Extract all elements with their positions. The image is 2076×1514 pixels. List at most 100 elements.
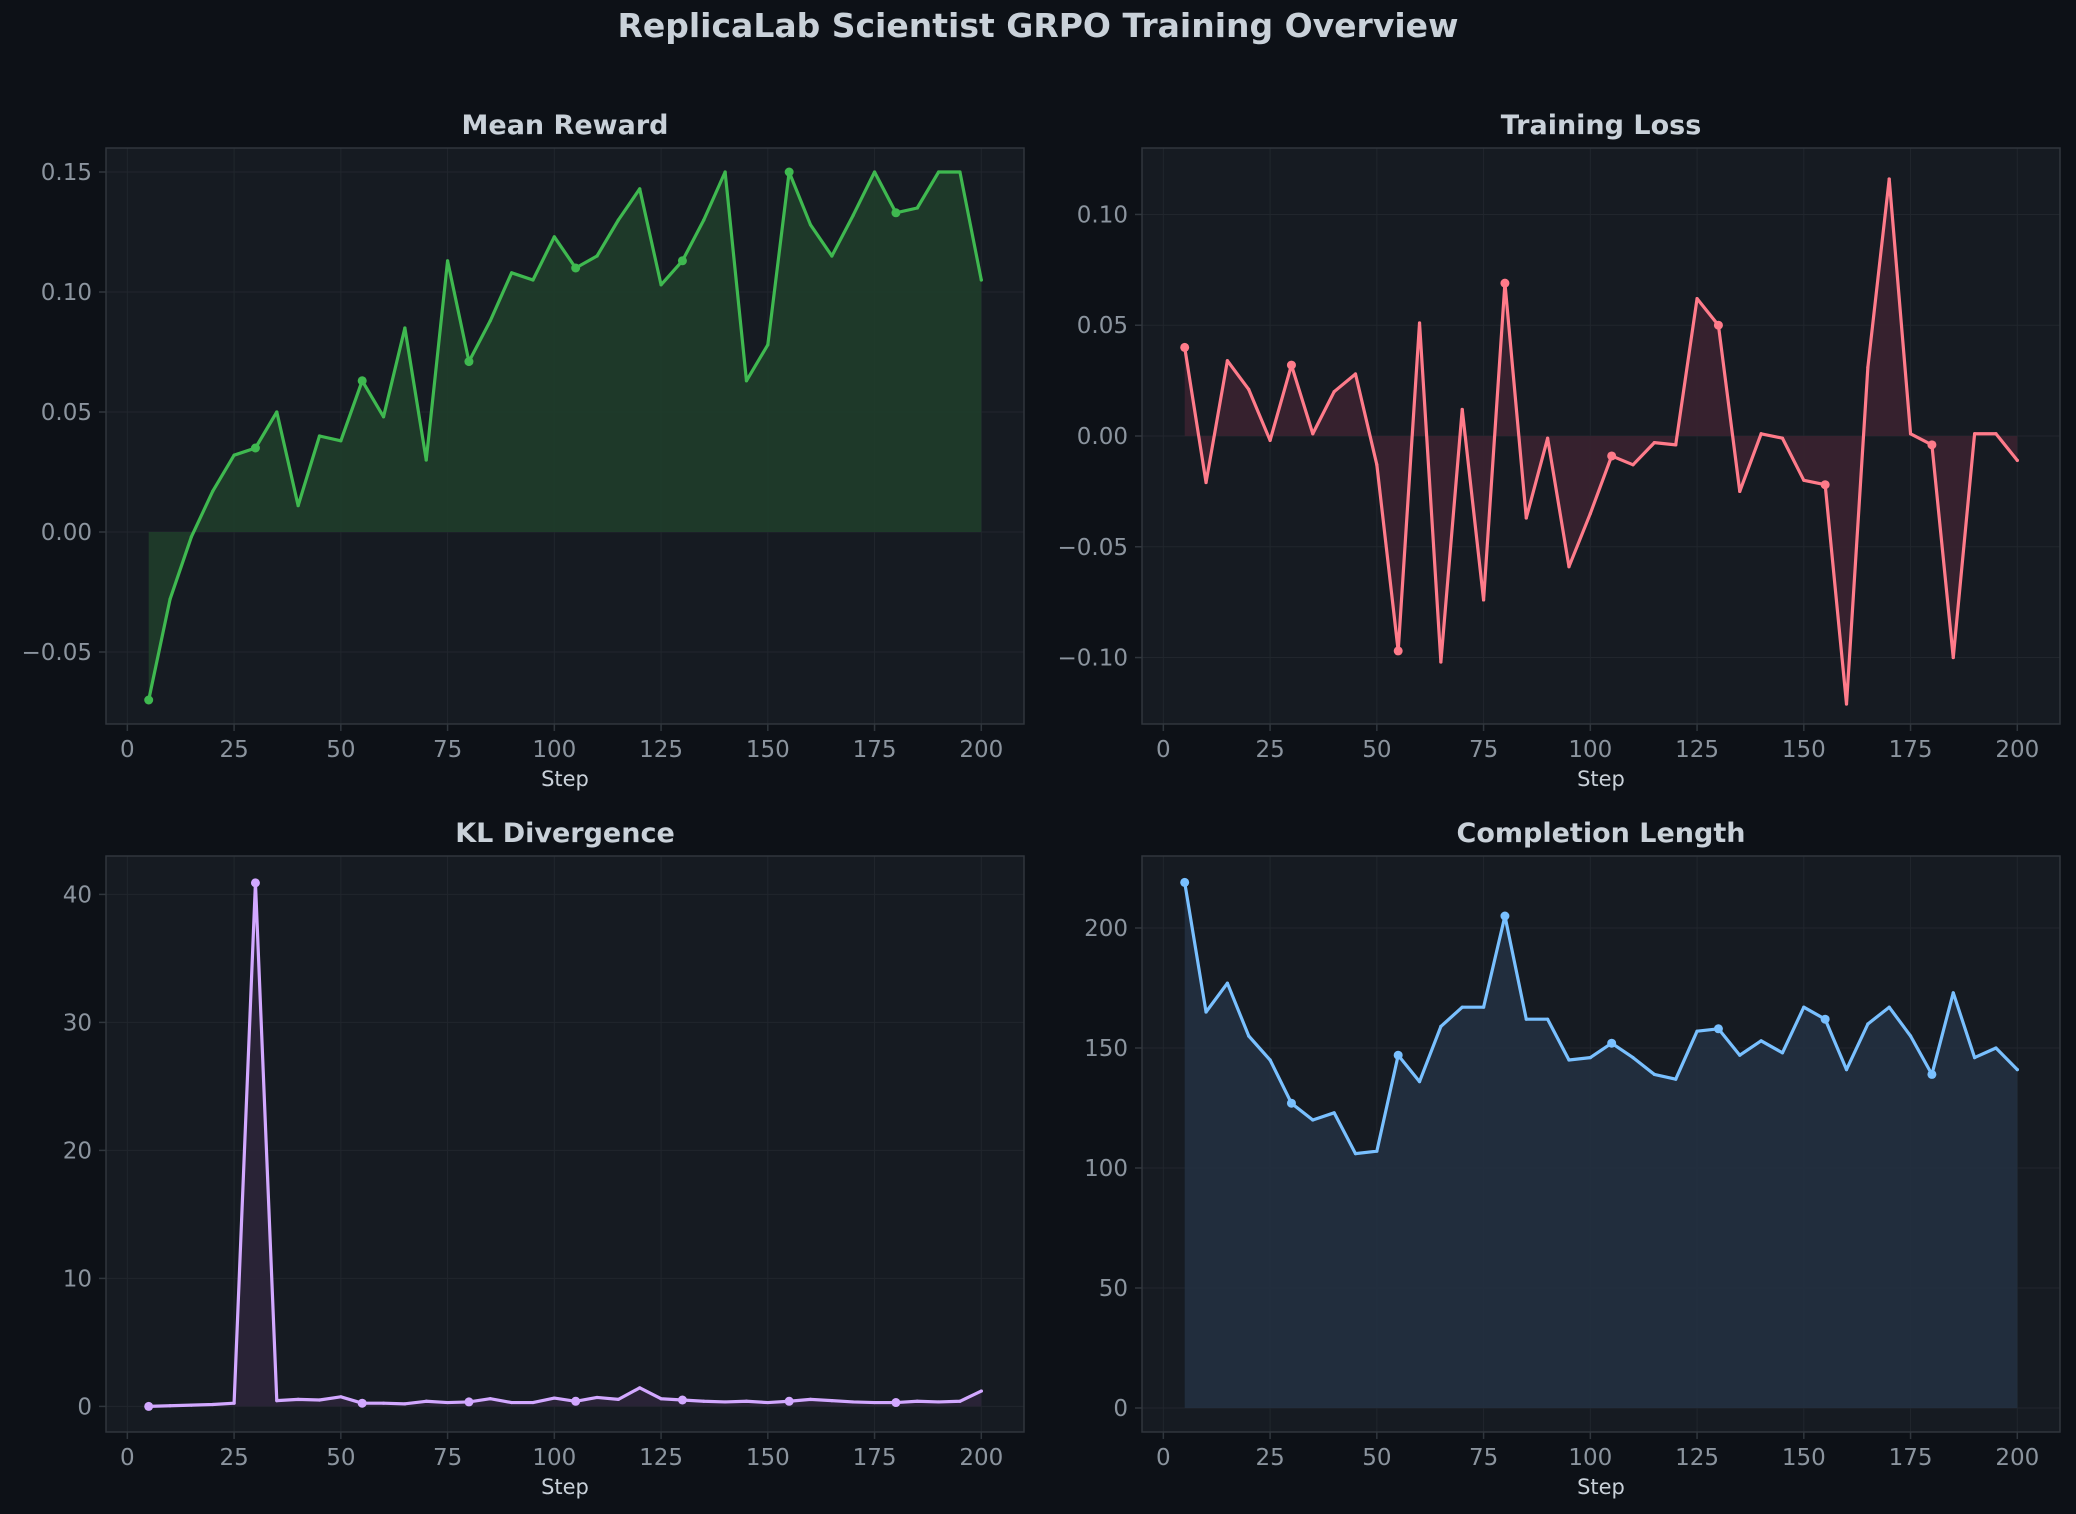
x-tick-label: 50 xyxy=(326,1445,355,1471)
y-tick-label: −0.05 xyxy=(1058,535,1128,561)
data-marker xyxy=(784,167,794,177)
data-point xyxy=(872,170,877,174)
data-point xyxy=(296,504,300,508)
data-point xyxy=(1204,480,1208,485)
data-marker xyxy=(1286,360,1296,370)
data-point xyxy=(552,1396,556,1400)
data-point xyxy=(766,1400,770,1405)
data-point xyxy=(1802,478,1806,482)
series-line xyxy=(147,881,983,1409)
data-point xyxy=(317,1398,322,1402)
data-marker xyxy=(250,443,260,453)
y-ticks: 0 10 20 30 40 xyxy=(63,882,106,1420)
data-point xyxy=(1588,1056,1592,1060)
x-tick-label: 75 xyxy=(433,737,462,763)
data-point xyxy=(296,1397,300,1401)
y-tick-label: 0.00 xyxy=(41,520,92,546)
data-point xyxy=(531,1400,535,1405)
data-point xyxy=(1332,1111,1336,1115)
data-point xyxy=(915,206,919,210)
data-point xyxy=(1332,390,1336,394)
data-point xyxy=(702,1399,706,1403)
y-tick-label: −0.10 xyxy=(1058,646,1128,672)
data-point xyxy=(1695,1029,1699,1033)
data-point xyxy=(445,259,450,263)
data-point xyxy=(1994,1046,1998,1050)
y-ticks: −0.10 −0.05 0.00 0.05 0.10 xyxy=(1058,202,1142,672)
data-point xyxy=(403,326,407,330)
data-point xyxy=(211,489,215,493)
x-tick-label: 150 xyxy=(1782,737,1826,763)
data-point xyxy=(1588,511,1592,516)
markers xyxy=(1180,877,1937,1108)
data-point xyxy=(638,1386,642,1390)
x-tick-label: 0 xyxy=(120,737,135,763)
data-point xyxy=(1225,981,1229,985)
x-tick-label: 125 xyxy=(1675,737,1719,763)
data-point xyxy=(808,1397,813,1401)
data-point xyxy=(1887,1005,1891,1009)
series-line xyxy=(147,170,983,702)
y-tick-label: 100 xyxy=(1084,1156,1128,1182)
data-point xyxy=(1759,1039,1763,1043)
data-point xyxy=(723,170,727,174)
x-tick-label: 75 xyxy=(433,1445,462,1471)
x-tick-label: 75 xyxy=(1469,1445,1498,1471)
data-point xyxy=(275,1399,279,1403)
x-tick-label: 25 xyxy=(1255,1445,1284,1471)
data-point xyxy=(1567,1058,1571,1062)
data-point xyxy=(979,278,983,282)
data-point xyxy=(808,223,813,227)
data-point xyxy=(1652,1072,1656,1076)
data-point xyxy=(1225,359,1229,363)
x-tick-label: 175 xyxy=(1889,737,1933,763)
data-point xyxy=(189,535,193,539)
data-marker xyxy=(677,256,687,266)
x-tick-label: 175 xyxy=(853,737,897,763)
data-point xyxy=(211,1402,215,1407)
chart-title: KL Divergence xyxy=(455,818,675,849)
data-point xyxy=(510,271,514,275)
data-point xyxy=(1353,372,1358,376)
x-tick-label: 25 xyxy=(219,1445,248,1471)
data-point xyxy=(1204,1010,1208,1014)
data-point xyxy=(1780,436,1785,440)
chart-title: Training Loss xyxy=(1501,110,1702,141)
data-point xyxy=(275,410,279,414)
data-point xyxy=(1994,432,1998,436)
data-marker xyxy=(1500,278,1510,288)
y-tick-label: 0 xyxy=(77,1394,92,1420)
data-point xyxy=(1524,516,1528,520)
data-marker xyxy=(1820,480,1830,490)
data-point xyxy=(445,1400,450,1405)
data-point xyxy=(616,1397,620,1401)
data-point xyxy=(1780,1051,1785,1055)
x-tick-label: 175 xyxy=(1889,1445,1933,1471)
x-tick-label: 25 xyxy=(1255,737,1284,763)
data-point xyxy=(2015,458,2019,462)
data-point xyxy=(1311,1118,1315,1122)
y-tick-label: 0.05 xyxy=(41,400,92,426)
y-ticks: 0 50 100 150 200 xyxy=(1084,916,1142,1422)
data-marker xyxy=(464,357,474,367)
data-point xyxy=(1951,991,1955,995)
data-point xyxy=(659,283,663,287)
data-point xyxy=(189,1403,193,1407)
data-marker xyxy=(1927,440,1937,450)
data-point xyxy=(1417,1080,1422,1084)
data-marker xyxy=(1713,1024,1723,1034)
data-point xyxy=(232,1401,236,1405)
y-tick-label: 0.05 xyxy=(1077,313,1128,339)
data-point xyxy=(1247,1034,1251,1038)
x-tick-label: 100 xyxy=(532,1445,576,1471)
x-tick-label: 125 xyxy=(639,737,683,763)
data-point xyxy=(168,597,172,601)
x-ticks: 0 25 50 75 100 125 150 175 200 xyxy=(1156,1432,2039,1471)
data-marker xyxy=(1820,1014,1830,1024)
data-point xyxy=(1546,436,1550,440)
y-ticks: −0.05 0.00 0.05 0.10 0.15 xyxy=(22,160,106,666)
data-marker xyxy=(1180,342,1190,352)
data-marker xyxy=(1607,1038,1617,1048)
data-marker xyxy=(464,1397,474,1407)
data-point xyxy=(1759,432,1763,436)
